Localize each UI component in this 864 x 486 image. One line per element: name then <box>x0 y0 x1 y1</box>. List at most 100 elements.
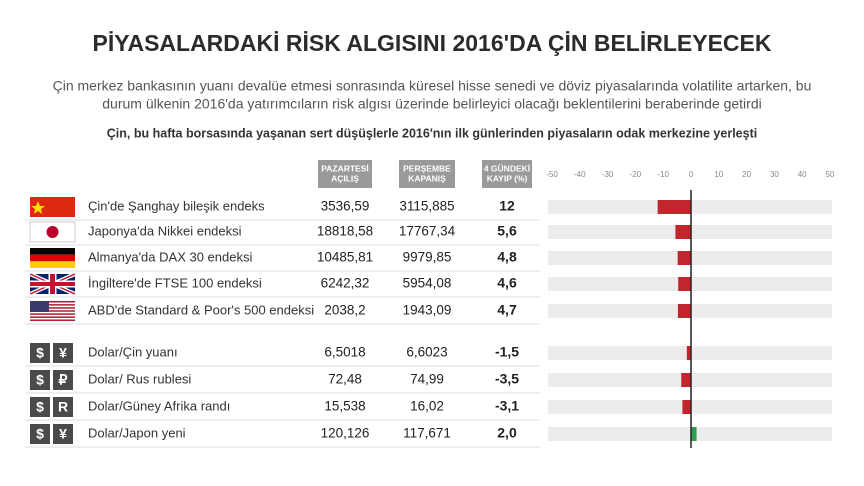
bar <box>691 427 697 441</box>
x-tick-label: 20 <box>742 170 751 179</box>
close-value: 9979,85 <box>403 250 452 265</box>
flag-part <box>30 313 75 315</box>
loss-value: 4,7 <box>497 302 517 318</box>
currency-symbol: ₽ <box>59 372 68 388</box>
row-name: Çin'de Şanghay bileşik endeks <box>88 198 265 213</box>
column-header: PAZARTESİ <box>321 163 369 173</box>
flag-part <box>30 261 75 268</box>
row-name: İngiltere'de FTSE 100 endeksi <box>88 275 262 290</box>
flag <box>30 248 75 255</box>
flag-part <box>30 310 75 312</box>
open-value: 6,5018 <box>324 345 365 360</box>
x-tick-label: -50 <box>546 170 558 179</box>
flag-part <box>50 274 55 294</box>
bar <box>681 373 691 387</box>
row-name: ABD'de Standard & Poor's 500 endeksi <box>88 302 314 317</box>
currency-icon <box>53 343 73 363</box>
currency-symbol: ¥ <box>59 426 67 442</box>
open-value: 15,538 <box>324 399 365 414</box>
row-name: Almanya'da DAX 30 endeksi <box>88 249 252 264</box>
open-value: 3536,59 <box>321 199 370 214</box>
title: PİYASALARDAKİ RİSK ALGISINI 2016'DA ÇİN … <box>93 30 772 56</box>
loss-value: -3,1 <box>495 398 519 414</box>
row-name: Dolar/ Rus rublesi <box>88 371 191 386</box>
flag-part <box>30 254 75 262</box>
bar <box>686 346 691 360</box>
subtitle: Çin merkez bankasının yuanı devalüe etme… <box>53 78 812 94</box>
close-value: 16,02 <box>410 399 444 414</box>
flag-part <box>46 226 59 238</box>
currency-icon <box>53 424 73 444</box>
column-header-box <box>318 160 372 188</box>
currency-icon <box>30 343 50 363</box>
loss-value: 2,0 <box>497 425 517 441</box>
open-value: 120,126 <box>321 426 370 441</box>
flag-part <box>30 304 75 306</box>
currency-icon <box>30 397 50 417</box>
row-name: Dolar/Çin yuanı <box>88 344 178 359</box>
currency-icon <box>53 370 73 390</box>
currency-symbol: $ <box>36 399 44 415</box>
flag-part <box>30 301 75 303</box>
currency-symbol: $ <box>36 426 44 442</box>
row-name: Japonya'da Nikkei endeksi <box>88 223 242 238</box>
bar <box>682 400 691 414</box>
x-tick-label: 30 <box>770 170 779 179</box>
close-value: 117,671 <box>403 426 451 441</box>
flag-part <box>30 316 75 318</box>
currency-icon <box>30 370 50 390</box>
x-tick-label: -30 <box>602 170 614 179</box>
x-tick-label: 0 <box>689 170 694 179</box>
row-name: Dolar/Güney Afrika randı <box>88 398 230 413</box>
column-header: KAPANIŞ <box>408 173 446 183</box>
loss-value: 4,6 <box>497 275 517 291</box>
open-value: 6242,32 <box>321 276 370 291</box>
x-tick-label: 10 <box>714 170 723 179</box>
open-value: 72,48 <box>328 372 362 387</box>
currency-symbol: $ <box>36 372 44 388</box>
currency-icon <box>30 424 50 444</box>
row-name: Dolar/Japon yeni <box>88 425 186 440</box>
currency-symbol: R <box>58 399 68 415</box>
open-value: 10485,81 <box>317 250 373 265</box>
column-header-box <box>399 160 455 188</box>
flag-part <box>31 201 45 214</box>
x-tick-label: 50 <box>826 170 835 179</box>
close-value: 1943,09 <box>403 303 452 318</box>
close-value: 74,99 <box>410 372 444 387</box>
close-value: 3115,885 <box>399 199 454 214</box>
close-value: 6,6023 <box>406 345 447 360</box>
column-header: KAYIP (%) <box>487 173 528 183</box>
close-value: 17767,34 <box>399 224 456 239</box>
loss-value: -3,5 <box>495 371 519 387</box>
close-value: 5954,08 <box>403 276 452 291</box>
loss-value: 5,6 <box>497 223 517 239</box>
open-value: 2038,2 <box>324 303 365 318</box>
x-tick-label: 40 <box>798 170 807 179</box>
subtitle: durum ülkenin 2016'da yatırımcıların ris… <box>102 96 761 112</box>
column-header-box <box>482 160 532 188</box>
loss-value: -1,5 <box>495 344 519 360</box>
flag-part <box>30 319 75 321</box>
currency-symbol: ¥ <box>59 345 67 361</box>
column-header: PERŞEMBE <box>403 163 451 173</box>
loss-value: 4,8 <box>497 249 517 265</box>
bar <box>678 277 691 291</box>
bar <box>677 251 691 265</box>
note: Çin, bu hafta borsasında yaşanan sert dü… <box>107 126 757 140</box>
bar <box>657 200 691 214</box>
column-header: AÇILIŞ <box>331 173 359 183</box>
bar-track <box>548 427 832 441</box>
x-tick-label: -20 <box>630 170 642 179</box>
bar <box>675 225 691 239</box>
currency-symbol: $ <box>36 345 44 361</box>
x-tick-label: -40 <box>574 170 586 179</box>
currency-icon <box>53 397 73 417</box>
column-header: 4 GÜNDEKİ <box>484 163 530 173</box>
x-tick-label: -10 <box>657 170 669 179</box>
bar <box>677 304 691 318</box>
open-value: 18818,58 <box>317 224 373 239</box>
loss-value: 12 <box>499 198 515 214</box>
flag-part <box>30 307 75 309</box>
